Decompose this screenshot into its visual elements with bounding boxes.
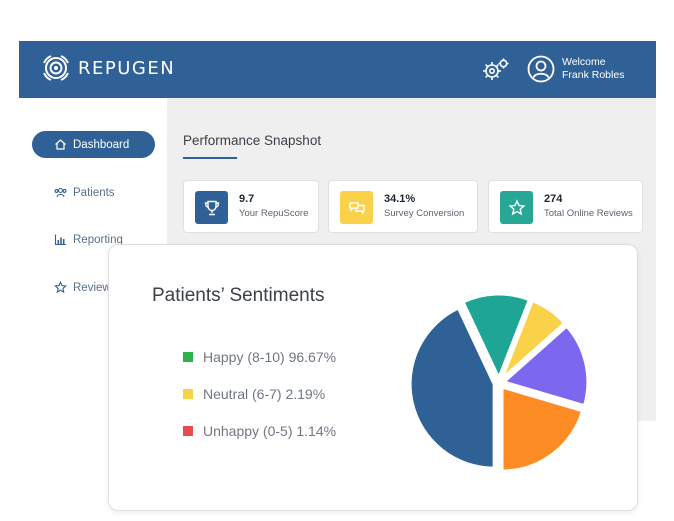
user-name: Frank Robles — [562, 69, 625, 81]
sidebar-item-label: Dashboard — [73, 138, 130, 151]
legend-swatch — [183, 352, 193, 362]
kpi-card-total-reviews[interactable]: 274 Total Online Reviews — [488, 180, 643, 233]
welcome-label: Welcome — [562, 56, 606, 68]
pie-slice-4 — [500, 384, 585, 473]
user-menu[interactable]: Welcome Frank Robles — [527, 55, 624, 83]
trophy-icon — [204, 200, 219, 215]
pie-slice-3 — [500, 324, 590, 408]
card-title: Patients’ Sentiments — [152, 285, 325, 306]
pie-slice-1 — [461, 292, 532, 382]
kpi-icon-box — [500, 191, 533, 224]
sidebar-item-patients[interactable]: Patients — [32, 179, 155, 206]
chat-bubbles-icon — [348, 201, 365, 215]
bar-chart-icon — [54, 234, 66, 246]
legend-swatch — [183, 389, 193, 399]
legend-label: Neutral (6-7) 2.19% — [203, 386, 326, 402]
legend-label: Happy (8-10) 96.67% — [203, 349, 337, 365]
pie-slice-2 — [500, 298, 567, 381]
kpi-card-repuscore[interactable]: 9.7 Your RepuScore — [183, 180, 319, 233]
kpi-card-survey-conversion[interactable]: 34.1% Survey Conversion — [328, 180, 478, 233]
page-title: Performance Snapshot — [183, 133, 322, 148]
star-icon — [508, 198, 525, 215]
legend-item-neutral: Neutral (6-7) 2.19% — [183, 386, 325, 402]
legend-item-unhappy: Unhappy (0-5) 1.14% — [183, 423, 336, 439]
brand-name: REPUGEN — [78, 57, 176, 79]
sidebar-item-reviews[interactable]: Reviews — [32, 274, 155, 301]
sidebar-item-label: Patients — [73, 186, 115, 199]
kpi-value: 34.1% — [384, 193, 416, 205]
kpi-label: Survey Conversion — [384, 208, 465, 219]
kpi-label: Total Online Reviews — [544, 208, 633, 219]
sentiments-card: Patients’ Sentiments Happy (8-10) 96.67%… — [108, 244, 638, 511]
sidebar-item-reporting[interactable]: Reporting — [32, 226, 155, 253]
repugen-logo-icon — [43, 55, 69, 81]
star-icon — [54, 281, 67, 294]
kpi-icon-box — [195, 191, 228, 224]
pie-slice-0 — [408, 306, 496, 470]
kpi-label: Your RepuScore — [239, 208, 309, 219]
brand-logo[interactable]: REPUGEN — [41, 53, 175, 83]
sidebar-item-label: Reporting — [73, 233, 123, 246]
top-navbar: REPUGEN Welcome Frank Robles — [19, 41, 656, 98]
legend-item-happy: Happy (8-10) 96.67% — [183, 349, 336, 365]
legend-swatch — [183, 426, 193, 436]
sidebar-item-label: Reviews — [73, 281, 117, 294]
legend-label: Unhappy (0-5) 1.14% — [203, 423, 337, 439]
kpi-value: 9.7 — [239, 193, 255, 205]
kpi-icon-box — [340, 191, 373, 224]
user-greeting: Welcome Frank Robles — [562, 56, 624, 82]
sidebar-item-dashboard[interactable]: Dashboard — [32, 131, 155, 158]
users-icon — [54, 187, 67, 198]
sentiment-pie-chart — [408, 292, 590, 473]
title-underline — [183, 157, 237, 159]
settings-gear-icon[interactable] — [482, 57, 510, 83]
kpi-value: 274 — [544, 193, 563, 205]
home-icon — [55, 139, 66, 150]
user-avatar-icon — [527, 55, 555, 83]
